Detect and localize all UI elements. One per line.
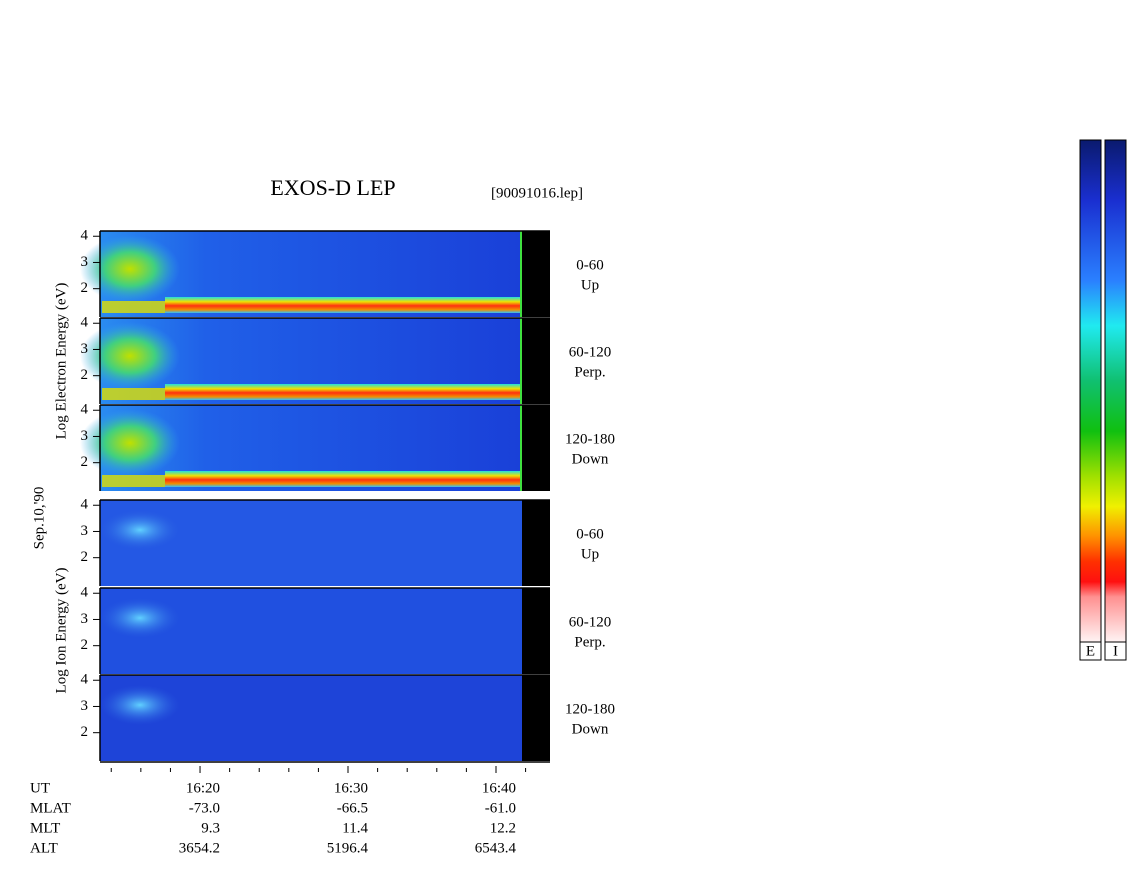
x-tick-label: 16:20: [186, 780, 220, 796]
y-tick-label: 2: [81, 549, 89, 565]
y-tick-label: 2: [81, 724, 89, 740]
y-axis-label: Log Ion Energy (eV): [53, 568, 69, 694]
orbit-value: 11.4: [342, 820, 368, 836]
spectrogram-band: [165, 297, 520, 313]
y-tick-label: 3: [81, 698, 89, 714]
panel-range: 120-180: [565, 701, 615, 717]
y-tick-label: 4: [81, 497, 89, 513]
spectrogram-feature: [100, 510, 180, 550]
file-label: [90091016.lep]: [491, 185, 583, 201]
panel-range: 0-60: [576, 257, 604, 273]
spectrogram-feature: [100, 685, 180, 725]
y-tick-label: 4: [81, 402, 89, 418]
data-gap: [522, 318, 550, 404]
spectrogram-feature: [100, 598, 180, 638]
y-tick-label: 4: [81, 315, 89, 331]
spectrogram-feature: [80, 322, 180, 390]
data-gap: [522, 231, 550, 317]
spectrogram-band: [102, 388, 165, 400]
orbit-value: 12.2: [490, 820, 516, 836]
orbit-value: -61.0: [485, 800, 516, 816]
y-tick-label: 3: [81, 611, 89, 627]
y-tick-label: 2: [81, 454, 89, 470]
orbit-value: 9.3: [201, 820, 220, 836]
panel-range: 60-120: [569, 614, 612, 630]
orbit-label: MLAT: [30, 800, 71, 816]
data-gap: [522, 675, 550, 761]
data-gap: [522, 405, 550, 491]
y-tick-label: 4: [81, 672, 89, 688]
orbit-value: -73.0: [189, 800, 220, 816]
orbit-value: 5196.4: [327, 840, 369, 856]
spectrogram-band: [165, 471, 520, 487]
y-tick-label: 4: [81, 228, 89, 244]
spectrogram-feature: [80, 235, 180, 303]
y-tick-label: 2: [81, 367, 89, 383]
spectrogram-band: [165, 384, 520, 400]
orbit-value: 3654.2: [179, 840, 220, 856]
colorbar-label-box: [1079, 641, 1102, 661]
spectrogram-band: [102, 301, 165, 313]
date-label: Sep.10,'90: [31, 487, 47, 550]
panel-direction: Perp.: [574, 364, 605, 380]
data-gap: [522, 588, 550, 674]
spectrogram-feature: [80, 409, 180, 477]
orbit-label: MLT: [30, 820, 60, 836]
panel-direction: Up: [581, 277, 599, 293]
data-gap: [522, 500, 550, 586]
panel-direction: Down: [572, 721, 609, 737]
orbit-label: ALT: [30, 840, 58, 856]
panel-range: 60-120: [569, 344, 612, 360]
panel-range: 0-60: [576, 526, 604, 542]
y-tick-label: 3: [81, 254, 89, 270]
y-tick-label: 2: [81, 280, 89, 296]
x-axis-label: UT: [30, 780, 50, 796]
chart-title: EXOS-D LEP: [270, 175, 395, 200]
spectrogram-band: [102, 475, 165, 487]
colorbar-label-box: [1104, 641, 1127, 661]
colorbar-label: I: [1113, 643, 1118, 659]
colorbar-label: E: [1086, 643, 1095, 659]
colorbar: [1104, 139, 1127, 643]
y-tick-label: 2: [81, 637, 89, 653]
x-tick-label: 16:40: [482, 780, 516, 796]
x-tick-label: 16:30: [334, 780, 368, 796]
orbit-value: -66.5: [337, 800, 368, 816]
y-tick-label: 4: [81, 585, 89, 601]
y-axis-label: Log Electron Energy (eV): [53, 283, 69, 440]
panel-direction: Down: [572, 451, 609, 467]
y-tick-label: 3: [81, 523, 89, 539]
y-tick-label: 3: [81, 428, 89, 444]
panel-direction: Up: [581, 546, 599, 562]
panel-direction: Perp.: [574, 634, 605, 650]
colorbar: [1079, 139, 1102, 643]
orbit-value: 6543.4: [475, 840, 517, 856]
panel-range: 120-180: [565, 431, 615, 447]
y-tick-label: 3: [81, 341, 89, 357]
